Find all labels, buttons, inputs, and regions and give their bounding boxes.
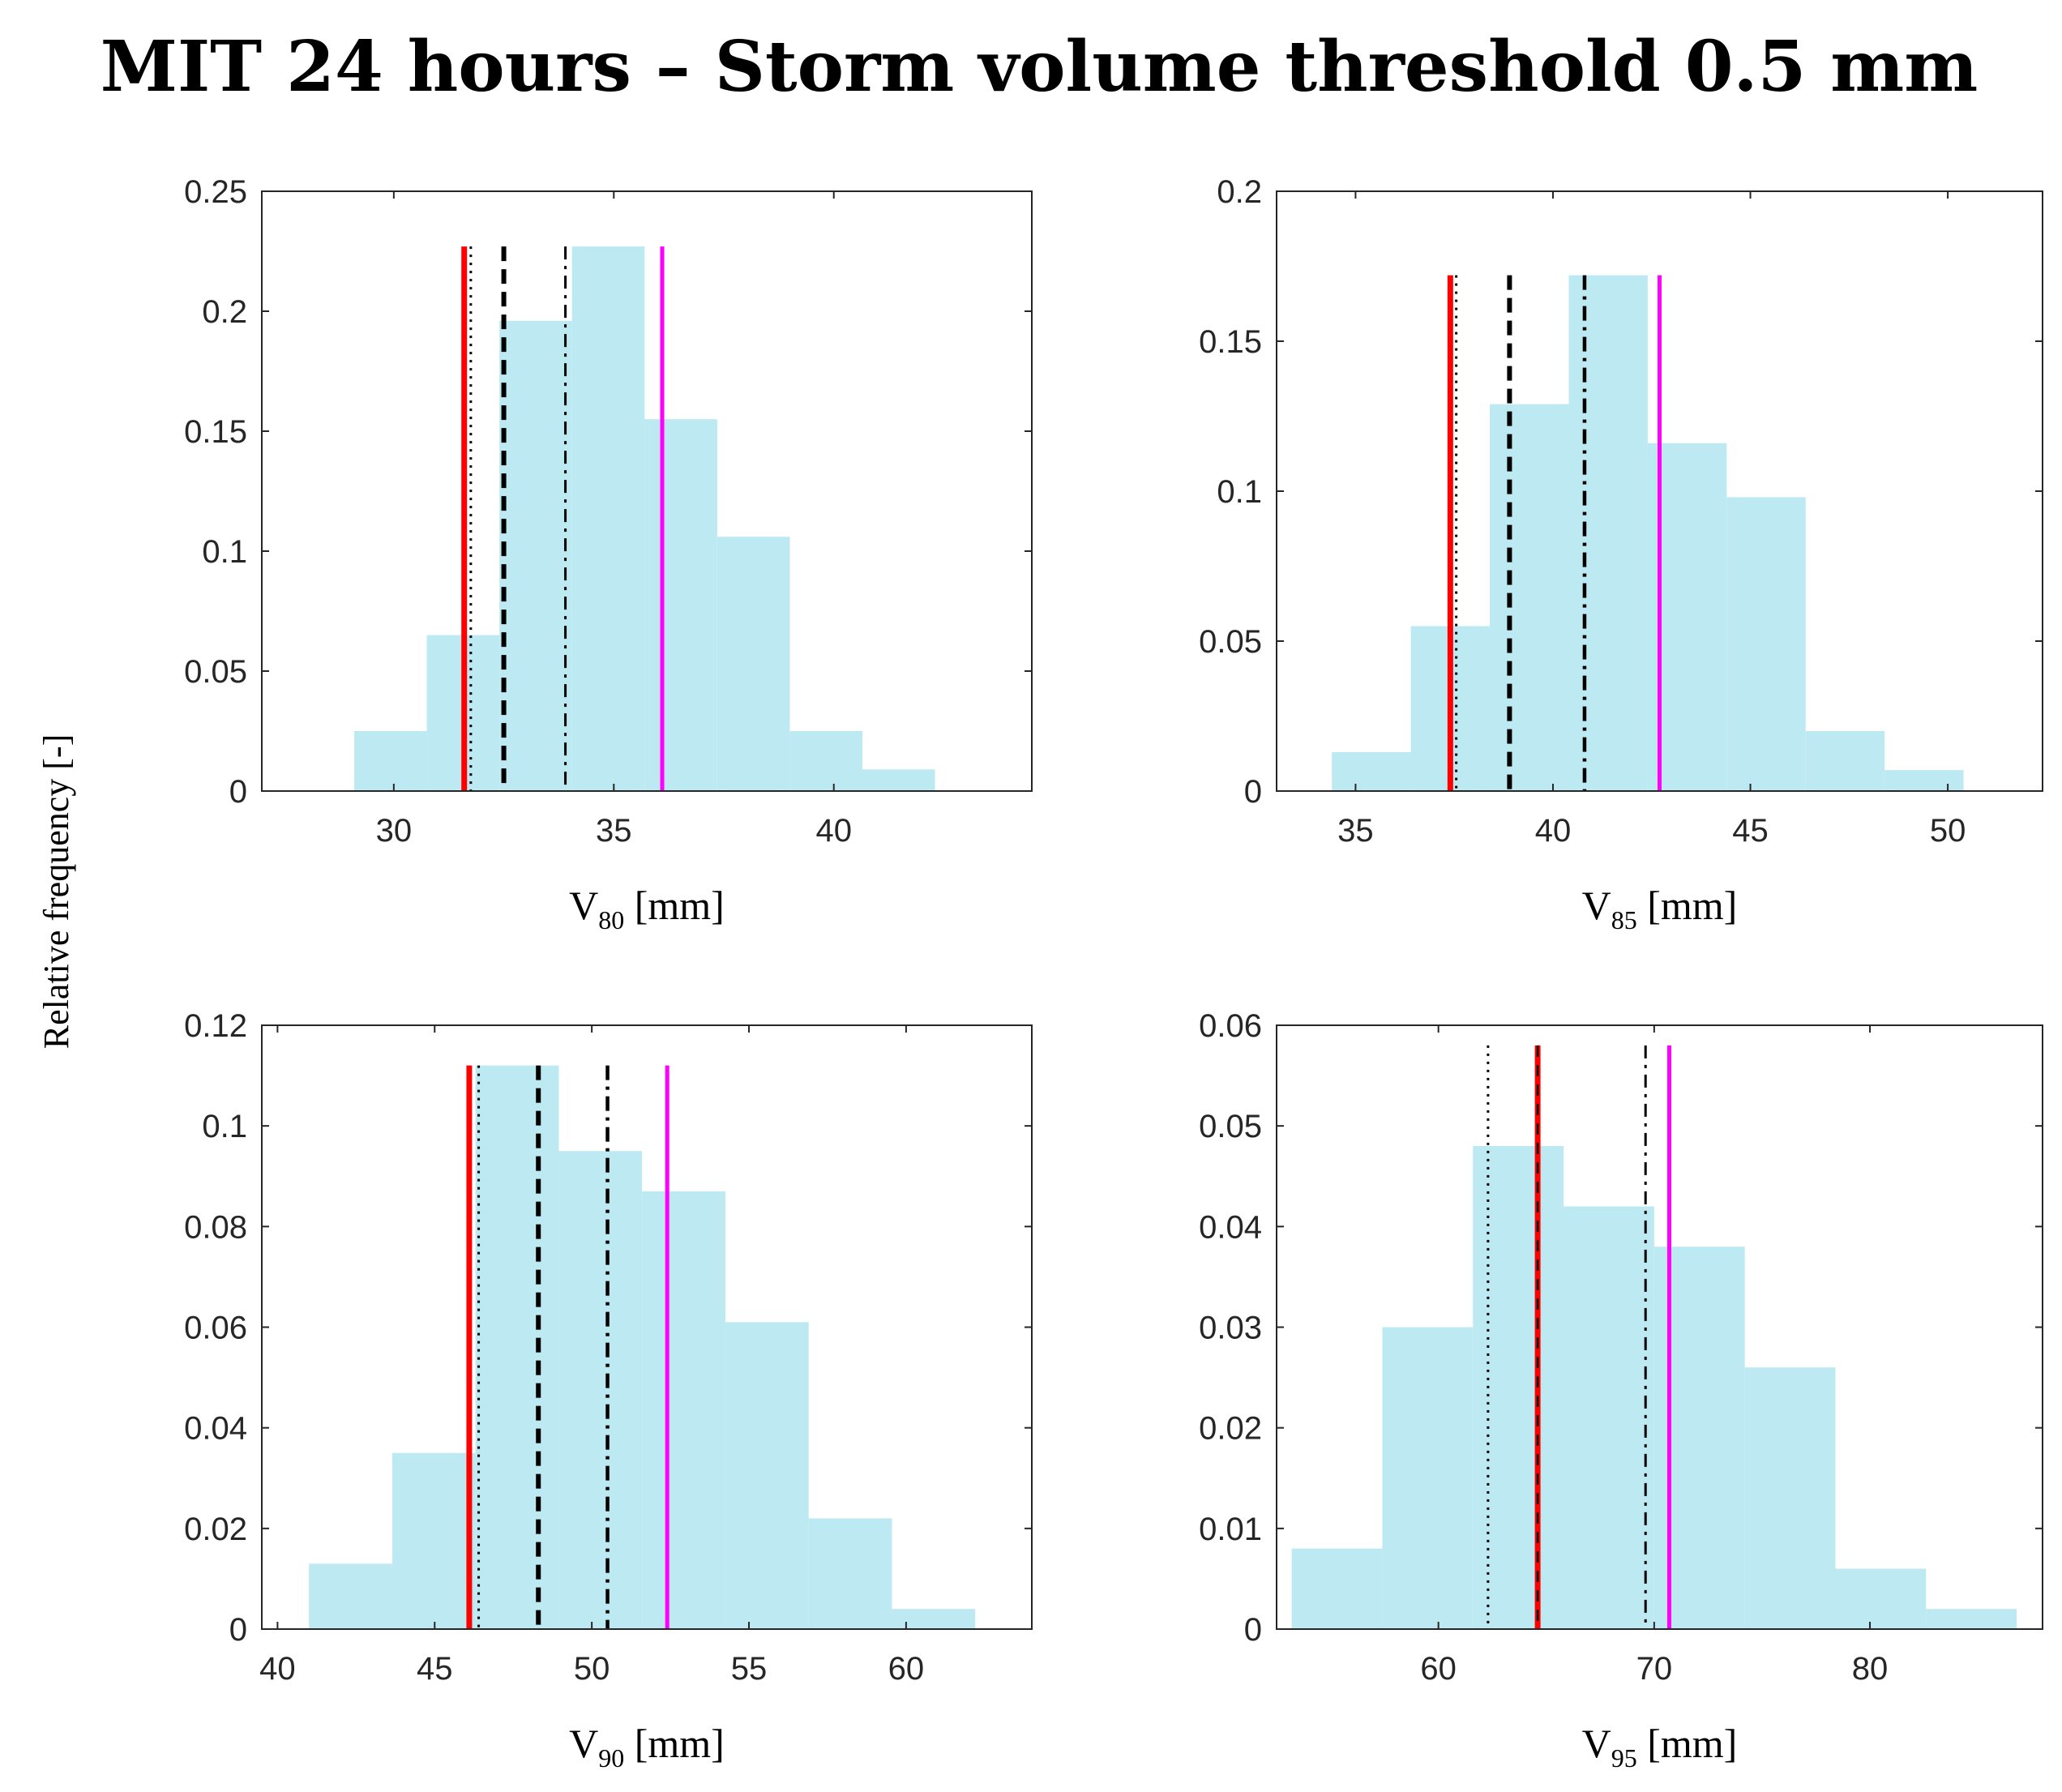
x-axis-label: V95 [mm] <box>1582 1721 1738 1773</box>
histogram-bar <box>642 1191 725 1629</box>
histogram-bar <box>808 1518 892 1629</box>
y-tick-label: 0.08 <box>184 1209 247 1245</box>
histogram-bar <box>1473 1146 1564 1629</box>
x-axis-label: V80 [mm] <box>569 883 725 934</box>
y-tick-label: 0.02 <box>184 1512 247 1547</box>
x-axis-label-main: V <box>569 1721 598 1766</box>
x-axis-label-unit: [mm] <box>624 1721 725 1766</box>
y-tick-label: 0.2 <box>1217 174 1262 210</box>
histogram-bar <box>1332 751 1411 791</box>
x-axis-label-subscript: 95 <box>1611 1743 1637 1773</box>
y-tick-label: 0.02 <box>1199 1411 1262 1447</box>
y-tick-label: 0 <box>1244 774 1262 810</box>
y-tick-label: 0.05 <box>1199 624 1262 660</box>
x-axis-label-subscript: 80 <box>598 905 624 934</box>
histogram-bar <box>1291 1548 1383 1629</box>
x-tick-label: 80 <box>1852 1651 1889 1687</box>
y-tick-label: 0.05 <box>184 654 247 690</box>
histogram-bar <box>1564 1206 1654 1629</box>
histogram-bar <box>725 1322 809 1629</box>
histogram-bar <box>571 246 645 792</box>
histogram-bar <box>309 1563 392 1629</box>
y-tick-label: 0 <box>229 774 247 810</box>
x-tick-label: 55 <box>731 1651 768 1687</box>
y-tick-label: 0.1 <box>202 534 247 570</box>
x-axis-label-subscript: 90 <box>598 1743 624 1773</box>
x-axis-label-subscript: 85 <box>1611 905 1637 934</box>
subplot-v95: 0 0.01 0.02 0.03 0.04 0.05 0.06 60 70 80 V95 [mm] <box>1199 1008 2043 1773</box>
histogram-bar <box>558 1151 643 1629</box>
y-tick-label: 0.06 <box>184 1311 247 1346</box>
x-tick-label: 40 <box>1535 813 1572 849</box>
histogram-bar <box>1568 275 1648 792</box>
y-tick-label: 0.04 <box>1199 1209 1262 1245</box>
x-tick-label: 50 <box>574 1651 610 1687</box>
x-tick-label: 60 <box>888 1651 925 1687</box>
subplot-v80: 0 0.05 0.1 0.15 0.2 0.25 30 35 40 V80 [mm] <box>184 174 1033 934</box>
x-tick-label: 30 <box>376 813 413 849</box>
y-tick-label: 0.15 <box>1199 324 1262 360</box>
histogram-bar <box>499 320 572 792</box>
figure-title: MIT 24 hours – Storm volume threshold 0.… <box>101 26 1979 108</box>
y-tick-label: 0 <box>229 1612 247 1648</box>
x-tick-label: 35 <box>596 813 632 849</box>
y-tick-label: 0.03 <box>1199 1311 1262 1346</box>
x-axis-label-unit: [mm] <box>1637 883 1738 928</box>
histogram-bar <box>1490 404 1569 791</box>
histogram-bar <box>644 419 717 791</box>
x-tick-label: 60 <box>1420 1651 1457 1687</box>
histogram-bar <box>475 1065 559 1629</box>
histogram-bar <box>1835 1568 1927 1629</box>
x-tick-label: 70 <box>1636 1651 1673 1687</box>
x-axis-label-main: V <box>569 883 598 928</box>
histogram-bar <box>354 731 427 791</box>
histogram-bar <box>1382 1327 1474 1629</box>
histogram-bar <box>862 769 935 791</box>
histogram-bar <box>1805 731 1885 791</box>
y-tick-label: 0.04 <box>184 1411 247 1447</box>
y-tick-label: 0.12 <box>184 1008 247 1044</box>
x-axis-label-main: V <box>1582 883 1611 928</box>
histogram-bar <box>1884 770 1964 791</box>
x-tick-label: 40 <box>259 1651 296 1687</box>
figure-ylabel: Relative frequency [-] <box>36 734 76 1049</box>
x-tick-label: 45 <box>417 1651 453 1687</box>
y-tick-label: 0.2 <box>202 294 247 330</box>
x-tick-label: 40 <box>815 813 852 849</box>
histogram-bar <box>1744 1367 1836 1629</box>
x-tick-label: 45 <box>1732 813 1769 849</box>
histogram-bar <box>1926 1609 2017 1629</box>
y-tick-label: 0.25 <box>184 174 247 210</box>
x-tick-label: 35 <box>1337 813 1374 849</box>
y-tick-label: 0.1 <box>1217 474 1262 510</box>
x-axis-label-unit: [mm] <box>624 883 725 928</box>
x-tick-label: 50 <box>1930 813 1966 849</box>
x-axis-label-main: V <box>1582 1721 1611 1766</box>
histogram-bar <box>892 1609 976 1629</box>
axes-frame <box>261 190 1033 792</box>
histogram-bar <box>789 731 862 791</box>
subplot-v90: 0 0.02 0.04 0.06 0.08 0.1 0.12 40 45 50 55 60 V90 [m… <box>184 1008 1033 1773</box>
y-tick-label: 0.01 <box>1199 1512 1262 1547</box>
x-axis-label: V85 [mm] <box>1582 883 1738 934</box>
y-tick-label: 0.05 <box>1199 1109 1262 1144</box>
subplot-v85: 0 0.05 0.1 0.15 0.2 35 40 45 50 V85 [mm] <box>1199 174 2043 934</box>
histogram-bar <box>391 1452 476 1629</box>
y-tick-label: 0.1 <box>202 1109 247 1144</box>
histogram-bar <box>1726 497 1806 791</box>
y-tick-label: 0 <box>1244 1612 1262 1648</box>
y-tick-label: 0.06 <box>1199 1008 1262 1044</box>
y-tick-label: 0.15 <box>184 414 247 450</box>
x-axis-label: V90 [mm] <box>569 1721 725 1773</box>
histogram-bar <box>717 537 790 791</box>
x-axis-label-unit: [mm] <box>1637 1721 1738 1766</box>
